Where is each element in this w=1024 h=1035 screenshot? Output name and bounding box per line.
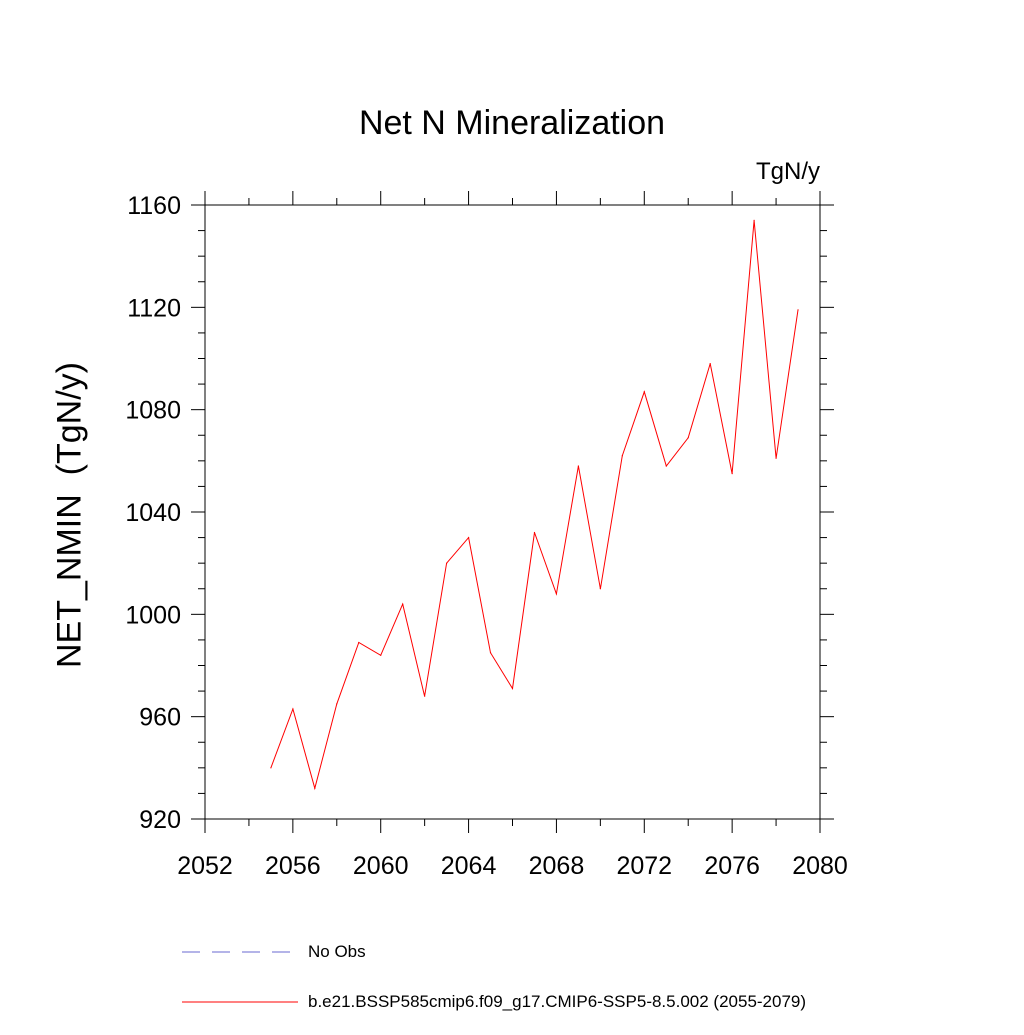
data-point: [621, 455, 623, 457]
y-tick-label: 1080: [125, 397, 181, 425]
legend-label: b.e21.BSSP585cmip6.f09_g17.CMIP6-SSP5-8.…: [308, 992, 807, 1011]
data-point: [753, 219, 755, 221]
data-point: [577, 465, 579, 467]
axes: 2052 2056 2060 2064 2068 2072 2076 2080 920 960 10…: [125, 191, 848, 880]
legend-item-no-obs: No Obs: [182, 935, 942, 969]
units-label: TgN/y: [755, 158, 820, 185]
data-point: [358, 641, 360, 644]
data-point: [665, 465, 667, 467]
x-tick-label: 2080: [792, 852, 848, 880]
x-tick-label: 2068: [529, 852, 585, 880]
x-tick-label: 2052: [177, 852, 233, 880]
data-point: [731, 473, 733, 475]
legend: No Obs b.e21.BSSP585cmip6.f09_g17.CMIP6-…: [182, 935, 942, 1035]
data-point: [709, 363, 711, 365]
series-layer: [270, 219, 799, 791]
x-tick-label: 2076: [704, 852, 760, 880]
data-point: [643, 391, 645, 393]
data-point: [599, 588, 601, 590]
data-point: [314, 787, 316, 789]
x-tick-label: 2072: [616, 852, 672, 880]
data-point: [797, 309, 799, 311]
data-point: [555, 593, 558, 595]
data-point: [467, 536, 470, 539]
data-point: [424, 695, 426, 697]
data-point: [336, 703, 338, 705]
y-tick-label: 1160: [127, 192, 181, 220]
x-tick-label: 2056: [265, 852, 321, 880]
y-tick-label: 960: [139, 704, 181, 732]
data-point: [402, 603, 404, 605]
data-point: [533, 531, 536, 534]
legend-swatch-solid: [182, 1001, 298, 1003]
y-tick-label: 1040: [125, 499, 181, 527]
data-point: [775, 457, 777, 459]
data-point: [489, 652, 492, 654]
data-point: [292, 708, 294, 710]
data-point: [511, 687, 514, 690]
legend-label: No Obs: [308, 942, 366, 961]
legend-swatch-dashed: [182, 951, 298, 953]
plot-frame: [204, 204, 821, 820]
y-tick-label: 920: [139, 806, 181, 834]
data-point: [446, 562, 448, 564]
data-point: [687, 437, 689, 439]
x-tick-label: 2060: [353, 852, 409, 880]
y-tick-label: 1000: [125, 601, 181, 629]
data-point: [380, 654, 382, 656]
legend-item-model-run: b.e21.BSSP585cmip6.f09_g17.CMIP6-SSP5-8.…: [182, 985, 942, 1019]
series-line: [270, 220, 799, 791]
x-tick-label: 2064: [441, 852, 497, 880]
chart-title: Net N Mineralization: [358, 104, 666, 142]
data-point: [270, 767, 272, 769]
y-tick-label: 1120: [127, 294, 181, 322]
